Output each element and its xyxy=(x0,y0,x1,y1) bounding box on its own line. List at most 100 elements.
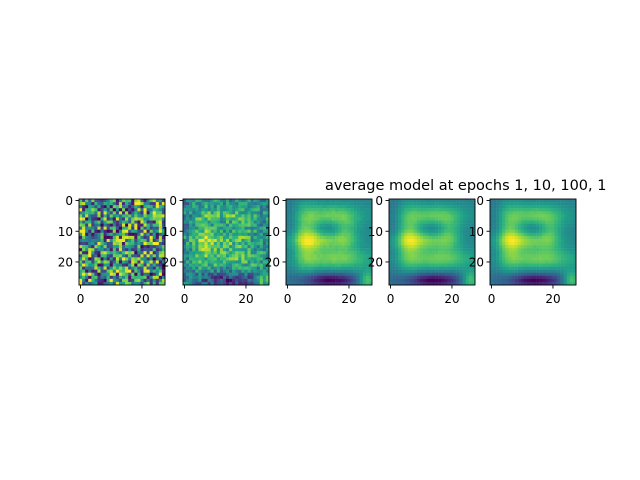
heatmap-cell xyxy=(350,242,354,246)
heatmap-cell xyxy=(514,257,518,261)
heatmap-cell xyxy=(189,223,193,227)
heatmap-cell xyxy=(539,235,543,240)
heatmap-cell xyxy=(201,205,205,209)
heatmap-cell xyxy=(554,217,558,221)
heatmap-cell xyxy=(338,211,342,215)
heatmap-cell xyxy=(502,245,506,249)
heatmap-cell xyxy=(419,205,424,209)
heatmap-cell xyxy=(226,257,230,261)
heatmap-cell xyxy=(88,242,92,246)
heatmap-cell xyxy=(137,202,141,206)
heatmap-cell xyxy=(435,238,439,243)
heatmap-cell xyxy=(395,214,399,218)
heatmap-cell xyxy=(563,208,568,212)
heatmap-cell xyxy=(493,229,497,234)
heatmap-cell xyxy=(329,248,333,252)
heatmap-cell xyxy=(207,266,211,270)
heatmap-cell xyxy=(347,269,351,273)
heatmap-cell xyxy=(490,242,494,246)
x-tick-label: 20 xyxy=(238,292,253,306)
heatmap-cell xyxy=(365,263,370,267)
heatmap-cell xyxy=(511,205,515,209)
heatmap-cell xyxy=(82,269,86,273)
heatmap-cell xyxy=(304,266,308,270)
heatmap-cell xyxy=(502,211,506,215)
heatmap-cell xyxy=(422,205,427,209)
heatmap-cell xyxy=(226,251,230,255)
heatmap-cell xyxy=(514,254,518,258)
heatmap-cell xyxy=(465,199,470,203)
heatmap-cell xyxy=(183,223,187,227)
heatmap-cell xyxy=(401,275,405,280)
heatmap-cell xyxy=(244,245,248,249)
heatmap-cell xyxy=(259,278,264,283)
heatmap-cell xyxy=(137,269,141,273)
heatmap-cell xyxy=(350,202,354,206)
heatmap-cell xyxy=(232,202,236,206)
heatmap-cell xyxy=(112,226,117,230)
heatmap-cell xyxy=(289,272,293,277)
heatmap-cell xyxy=(398,232,402,237)
heatmap-cell xyxy=(493,248,497,252)
heatmap-cell xyxy=(235,205,239,209)
heatmap-cell xyxy=(563,226,568,230)
heatmap-cell xyxy=(235,211,239,215)
heatmap-cell xyxy=(425,254,430,258)
heatmap-cell xyxy=(548,223,552,227)
heatmap-cell xyxy=(219,269,224,273)
heatmap-cell xyxy=(161,235,166,240)
heatmap-cell xyxy=(344,272,348,277)
heatmap-cell xyxy=(554,223,558,227)
heatmap-cell xyxy=(259,238,264,243)
heatmap-cell xyxy=(353,245,357,249)
heatmap-cell xyxy=(329,220,333,224)
heatmap-cell xyxy=(422,211,427,215)
heatmap-cell xyxy=(298,260,302,264)
heatmap-cell xyxy=(186,208,190,212)
heatmap-cell xyxy=(493,275,497,280)
heatmap-cell xyxy=(392,202,396,206)
heatmap-cell xyxy=(444,232,448,237)
heatmap-cell xyxy=(109,202,114,206)
heatmap-cell xyxy=(158,205,163,209)
heatmap-cell xyxy=(557,202,561,206)
heatmap-cell xyxy=(265,220,270,224)
heatmap-cell xyxy=(247,254,251,258)
heatmap-cell xyxy=(100,263,104,267)
heatmap-cell xyxy=(438,235,442,240)
heatmap-cell xyxy=(566,281,571,286)
heatmap-cell xyxy=(325,269,330,273)
heatmap-cell xyxy=(213,205,218,209)
heatmap-cell xyxy=(425,235,430,240)
heatmap-cell xyxy=(419,242,424,246)
heatmap-cell xyxy=(520,245,525,249)
heatmap-cell xyxy=(419,199,424,203)
heatmap-cell xyxy=(416,245,420,249)
heatmap-cell xyxy=(523,278,528,283)
heatmap-cell xyxy=(140,235,144,240)
heatmap-cell xyxy=(109,254,114,258)
heatmap-cell xyxy=(428,281,433,286)
heatmap-cell xyxy=(465,275,470,280)
heatmap-cell xyxy=(401,254,405,258)
heatmap-cell xyxy=(511,202,515,206)
heatmap-cell xyxy=(435,257,439,261)
heatmap-cell xyxy=(435,199,439,203)
heatmap-cell xyxy=(432,199,436,203)
heatmap-cell xyxy=(569,235,574,240)
heatmap-cell xyxy=(161,229,166,234)
heatmap-cell xyxy=(289,202,293,206)
heatmap-cell xyxy=(128,266,132,270)
heatmap-cell xyxy=(219,211,224,215)
heatmap-cell xyxy=(85,202,89,206)
heatmap-cell xyxy=(149,248,153,252)
heatmap-cell xyxy=(416,257,420,261)
heatmap-cell xyxy=(244,232,248,237)
heatmap-cell xyxy=(416,235,420,240)
heatmap-cell xyxy=(514,211,518,215)
heatmap-cells xyxy=(79,199,166,286)
heatmap-cell xyxy=(545,208,549,212)
heatmap-cell xyxy=(490,199,494,203)
heatmap-cell xyxy=(536,208,540,212)
heatmap-cell xyxy=(359,254,364,258)
